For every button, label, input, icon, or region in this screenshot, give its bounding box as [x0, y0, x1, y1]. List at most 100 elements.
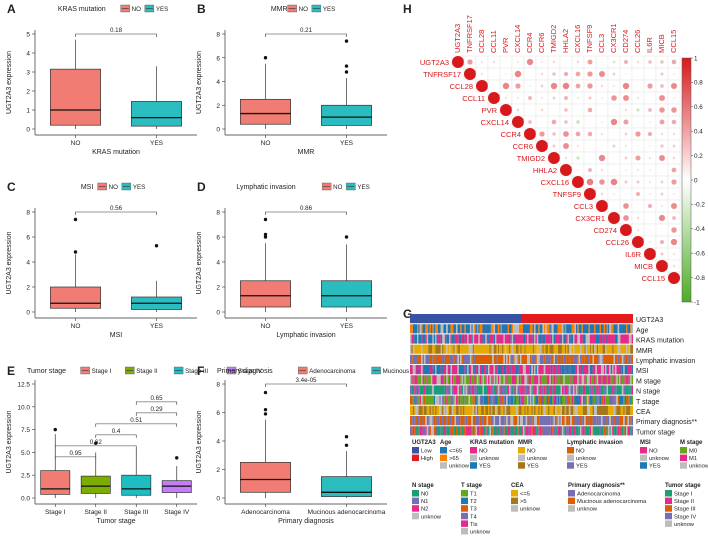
correlation-dot	[588, 96, 592, 100]
heatmap-stripes	[426, 426, 628, 436]
legend-swatch	[461, 528, 468, 535]
row-gene-label: CX3CR1	[575, 214, 605, 223]
correlation-dot	[540, 120, 544, 124]
correlation-dot	[528, 108, 532, 112]
significance-bracket	[265, 211, 347, 215]
legend-item-label: Stage I	[674, 492, 693, 498]
legend-group-title: MSI	[640, 440, 651, 446]
legend-swatch	[680, 447, 687, 454]
heatmap-stripes	[414, 395, 632, 405]
correlation-dot	[588, 144, 592, 148]
y-tick-label: 0	[216, 310, 220, 317]
legend-item-label: unknow	[577, 507, 598, 513]
heatmap-stripes	[425, 416, 629, 426]
correlation-dot	[612, 204, 616, 208]
heatmap-stripes	[415, 405, 615, 415]
column-gene-label: CD274	[621, 30, 630, 53]
legend-item-label: T2	[470, 499, 477, 505]
heatmap-row-label: Tumor stage	[636, 429, 675, 436]
correlation-dot	[624, 156, 628, 160]
y-axis-label: UGT2A3 expression	[196, 410, 203, 473]
significance-bracket	[135, 401, 178, 405]
correlation-dot	[516, 60, 520, 64]
correlation-dot	[552, 72, 556, 76]
box-stage-i	[40, 470, 71, 495]
correlation-dot	[528, 96, 532, 100]
significance-bracket	[54, 445, 137, 449]
row-gene-label: CCR6	[513, 142, 533, 151]
correlation-dot	[671, 179, 677, 185]
outlier-point	[73, 250, 78, 254]
x-tick-label: Stage III	[124, 509, 148, 516]
correlation-dot	[516, 108, 520, 112]
legend-swatch	[440, 447, 447, 454]
box-stage-iii	[121, 474, 152, 496]
correlation-dot	[644, 248, 656, 260]
correlation-dot	[612, 60, 616, 64]
correlation-dot	[492, 84, 496, 88]
legend-item-label: unknow	[421, 514, 442, 520]
legend-group-title: Age	[440, 440, 452, 446]
correlation-dot	[600, 60, 604, 64]
heatmap-stripes	[414, 344, 629, 354]
correlation-dot	[636, 144, 640, 148]
p-value-label: 0.86	[300, 205, 313, 212]
correlation-dot	[536, 140, 548, 152]
legend-item-label: unknow	[576, 456, 597, 462]
panel-b: B MMR NO YES 0 2 4 6 8 UGT2A3 expression MMR NO YES 0…	[196, 2, 387, 156]
outlier-point	[263, 412, 268, 416]
legend-item-label: YES	[527, 464, 539, 470]
correlation-dot	[587, 59, 593, 65]
correlation-dot	[492, 60, 496, 64]
correlation-dot	[670, 202, 678, 210]
outlier-point	[263, 217, 268, 222]
correlation-dot	[576, 144, 580, 148]
p-value-label: 0.65	[150, 395, 163, 402]
p-value-label: 0.18	[110, 27, 123, 34]
correlation-dot	[550, 82, 558, 90]
correlation-dot	[635, 155, 641, 161]
legend-swatch	[470, 447, 477, 454]
legend-swatch	[640, 447, 647, 454]
y-tick-label: 2	[26, 89, 30, 96]
correlation-dot	[564, 120, 568, 124]
column-gene-label: HHLA2	[561, 29, 570, 53]
colorbar-tick-label: 0.2	[694, 153, 703, 160]
correlation-dot	[648, 96, 652, 100]
colorbar-tick-label: 1	[694, 55, 698, 62]
correlation-dot	[672, 252, 676, 256]
y-tick-label: 0	[26, 127, 30, 134]
correlation-dot	[576, 156, 580, 160]
column-gene-label: CCR6	[537, 33, 546, 53]
y-tick-label: 2	[216, 103, 220, 110]
correlation-dot	[540, 96, 544, 100]
legend-item-label: High	[421, 456, 433, 462]
y-tick-label: 2	[216, 285, 220, 292]
correlation-dot	[504, 72, 508, 76]
legend-item-label: >65	[449, 456, 459, 462]
heatmap-row-label: T stage	[636, 399, 659, 406]
heatmap-stripes	[410, 344, 631, 354]
correlation-dot	[516, 96, 520, 100]
y-tick-label: 8	[216, 210, 220, 217]
legend-swatch	[568, 497, 575, 505]
correlation-dot	[648, 60, 652, 64]
correlation-dot	[624, 144, 628, 148]
x-tick-label: NO	[261, 140, 271, 147]
legend-item: YES	[133, 184, 145, 191]
heatmap-row-label: CEA	[636, 409, 651, 416]
y-tick-label: 7.5	[21, 427, 30, 434]
heatmap-stripes	[411, 416, 634, 426]
legend-item-label: unknow	[479, 456, 500, 462]
correlation-dot	[599, 179, 605, 185]
heatmap-stripes	[421, 395, 618, 405]
correlation-dot	[612, 84, 616, 88]
column-gene-label: TNFSF9	[585, 25, 594, 53]
y-tick-label: 4	[26, 51, 30, 58]
legend-title: KRAS mutation	[58, 6, 106, 13]
correlation-dot	[572, 176, 584, 188]
outlier-point	[263, 235, 268, 239]
correlation-dot	[612, 132, 616, 136]
legend-item-label: M0	[689, 449, 697, 455]
legend-group-title: Tumor stage	[665, 483, 701, 489]
